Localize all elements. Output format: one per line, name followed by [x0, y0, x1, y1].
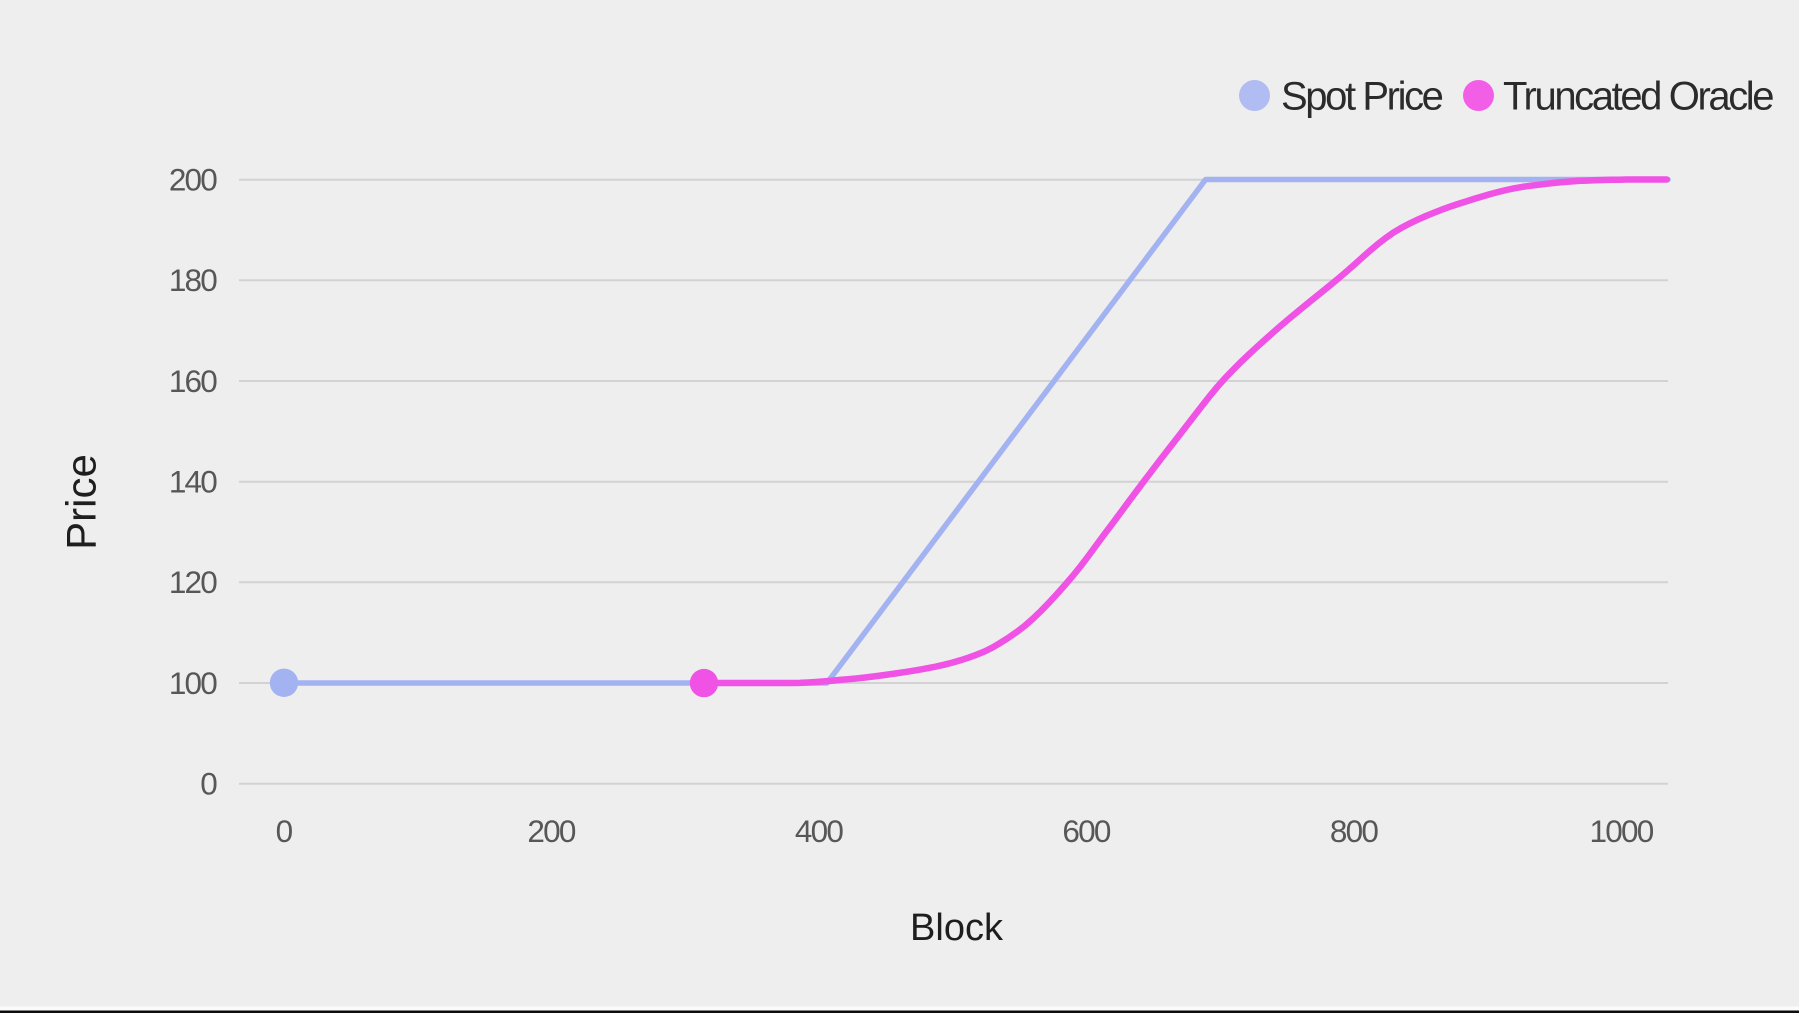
svg-text:Truncated Oracle: Truncated Oracle: [1503, 75, 1773, 119]
svg-text:Price: Price: [58, 454, 105, 550]
svg-text:600: 600: [1062, 813, 1110, 849]
svg-text:120: 120: [169, 564, 217, 600]
svg-text:0: 0: [276, 813, 293, 849]
svg-text:1000: 1000: [1590, 813, 1654, 849]
svg-text:200: 200: [169, 162, 217, 198]
svg-text:800: 800: [1330, 813, 1378, 849]
svg-text:100: 100: [169, 665, 217, 701]
svg-text:180: 180: [169, 262, 217, 298]
svg-text:160: 160: [169, 363, 217, 399]
svg-text:200: 200: [527, 813, 575, 849]
svg-text:400: 400: [795, 813, 843, 849]
svg-text:Spot Price: Spot Price: [1281, 75, 1443, 119]
svg-text:Block: Block: [910, 907, 1004, 949]
svg-text:140: 140: [169, 464, 217, 500]
svg-text:0: 0: [200, 766, 217, 802]
